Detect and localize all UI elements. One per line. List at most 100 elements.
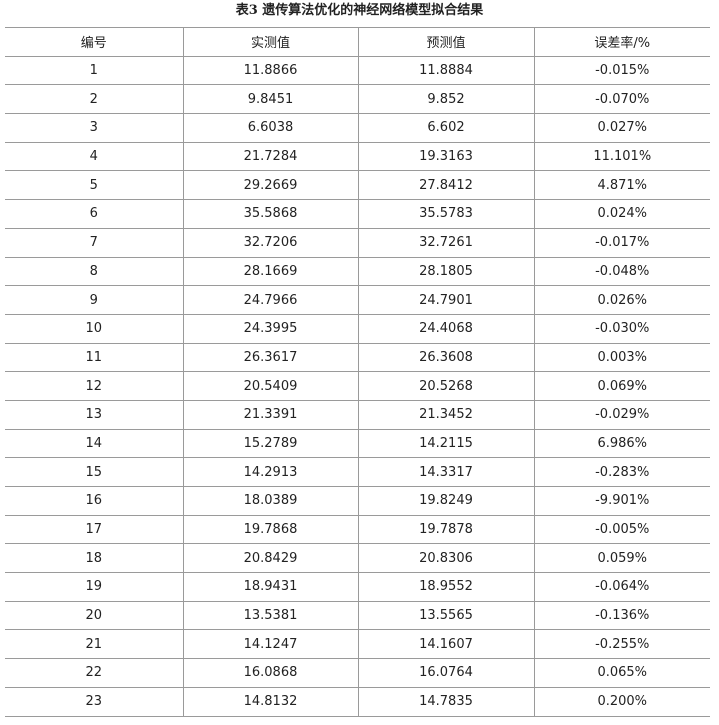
cell-id: 8: [5, 256, 183, 287]
column-header-predicted: 预测值: [357, 27, 534, 57]
cell-error-rate: -0.029%: [533, 399, 710, 430]
cell-predicted: 9.852: [357, 84, 534, 115]
cell-error-rate: -0.005%: [533, 514, 710, 545]
cell-id: 11: [5, 342, 183, 373]
cell-id: 3: [5, 113, 183, 143]
cell-predicted: 18.9552: [357, 572, 534, 602]
table-body: 1 11.8866 11.8884 -0.015% 2 9.8451 9.852 -0.070…: [5, 55, 710, 717]
cell-measured: 20.5409: [182, 371, 358, 401]
cell-error-rate: 0.024%: [533, 199, 710, 229]
table-row: 18 20.8429 20.8306 0.059%: [5, 543, 710, 574]
table-row: 14 15.2789 14.2115 6.986%: [5, 428, 710, 459]
cell-error-rate: 4.871%: [533, 170, 710, 201]
cell-id: 20: [5, 600, 183, 631]
table-row: 16 18.0389 19.8249 -9.901%: [5, 486, 710, 516]
cell-id: 15: [5, 457, 183, 487]
cell-id: 13: [5, 399, 183, 430]
cell-id: 9: [5, 285, 183, 315]
cell-measured: 11.8866: [182, 55, 358, 86]
cell-predicted: 28.1805: [357, 256, 534, 287]
table-row: 8 28.1669 28.1805 -0.048%: [5, 256, 710, 287]
cell-error-rate: -0.070%: [533, 84, 710, 115]
cell-measured: 21.3391: [182, 399, 358, 430]
cell-predicted: 19.7878: [357, 514, 534, 545]
table-row: 15 14.2913 14.3317 -0.283%: [5, 457, 710, 487]
cell-id: 10: [5, 313, 183, 344]
cell-measured: 6.6038: [182, 113, 358, 143]
cell-measured: 9.8451: [182, 84, 358, 115]
cell-error-rate: 6.986%: [533, 428, 710, 459]
cell-error-rate: -0.015%: [533, 55, 710, 86]
cell-error-rate: 0.027%: [533, 113, 710, 143]
cell-measured: 32.7206: [182, 227, 358, 258]
cell-predicted: 14.2115: [357, 428, 534, 459]
cell-id: 23: [5, 686, 183, 717]
cell-error-rate: -0.283%: [533, 457, 710, 487]
cell-measured: 15.2789: [182, 428, 358, 459]
cell-id: 5: [5, 170, 183, 201]
cell-predicted: 13.5565: [357, 600, 534, 631]
cell-error-rate: 0.026%: [533, 285, 710, 315]
cell-measured: 29.2669: [182, 170, 358, 201]
cell-predicted: 35.5783: [357, 199, 534, 229]
cell-predicted: 14.1607: [357, 629, 534, 660]
cell-id: 6: [5, 199, 183, 229]
cell-measured: 18.9431: [182, 572, 358, 602]
cell-error-rate: -0.048%: [533, 256, 710, 287]
cell-measured: 26.3617: [182, 342, 358, 373]
cell-measured: 24.7966: [182, 285, 358, 315]
table-row: 21 14.1247 14.1607 -0.255%: [5, 629, 710, 660]
table-row: 23 14.8132 14.7835 0.200%: [5, 686, 710, 717]
cell-measured: 14.1247: [182, 629, 358, 660]
cell-id: 17: [5, 514, 183, 545]
cell-error-rate: 0.200%: [533, 686, 710, 717]
cell-error-rate: -0.030%: [533, 313, 710, 344]
table-row: 2 9.8451 9.852 -0.070%: [5, 84, 710, 115]
cell-error-rate: 0.069%: [533, 371, 710, 401]
table-row: 9 24.7966 24.7901 0.026%: [5, 285, 710, 315]
cell-predicted: 24.7901: [357, 285, 534, 315]
table-row: 1 11.8866 11.8884 -0.015%: [5, 55, 710, 86]
cell-id: 18: [5, 543, 183, 574]
cell-measured: 16.0868: [182, 658, 358, 688]
cell-id: 7: [5, 227, 183, 258]
cell-predicted: 26.3608: [357, 342, 534, 373]
cell-measured: 18.0389: [182, 486, 358, 516]
table-row: 20 13.5381 13.5565 -0.136%: [5, 600, 710, 631]
table-row: 3 6.6038 6.602 0.027%: [5, 113, 710, 143]
cell-predicted: 6.602: [357, 113, 534, 143]
cell-error-rate: -0.017%: [533, 227, 710, 258]
table-title: 表3 遗传算法优化的神经网络模型拟合结果: [235, 3, 484, 18]
column-header-id: 编号: [5, 27, 183, 57]
cell-predicted: 11.8884: [357, 55, 534, 86]
cell-predicted: 20.8306: [357, 543, 534, 574]
table-row: 19 18.9431 18.9552 -0.064%: [5, 572, 710, 602]
cell-predicted: 19.8249: [357, 486, 534, 516]
cell-predicted: 32.7261: [357, 227, 534, 258]
cell-predicted: 24.4068: [357, 313, 534, 344]
cell-id: 22: [5, 658, 183, 688]
cell-id: 16: [5, 486, 183, 516]
cell-error-rate: 0.003%: [533, 342, 710, 373]
cell-error-rate: 0.059%: [533, 543, 710, 574]
cell-error-rate: -0.136%: [533, 600, 710, 631]
cell-measured: 24.3995: [182, 313, 358, 344]
cell-error-rate: -9.901%: [533, 486, 710, 516]
table-row: 13 21.3391 21.3452 -0.029%: [5, 399, 710, 430]
cell-id: 1: [5, 55, 183, 86]
cell-predicted: 16.0764: [357, 658, 534, 688]
cell-error-rate: -0.255%: [533, 629, 710, 660]
cell-predicted: 14.7835: [357, 686, 534, 717]
cell-measured: 35.5868: [182, 199, 358, 229]
cell-measured: 14.8132: [182, 686, 358, 717]
table-row: 17 19.7868 19.7878 -0.005%: [5, 514, 710, 545]
table-row: 12 20.5409 20.5268 0.069%: [5, 371, 710, 401]
cell-error-rate: 11.101%: [533, 141, 710, 172]
cell-id: 19: [5, 572, 183, 602]
table-row: 11 26.3617 26.3608 0.003%: [5, 342, 710, 373]
cell-predicted: 19.3163: [357, 141, 534, 172]
table-row: 5 29.2669 27.8412 4.871%: [5, 170, 710, 201]
cell-id: 2: [5, 84, 183, 115]
cell-measured: 28.1669: [182, 256, 358, 287]
cell-measured: 13.5381: [182, 600, 358, 631]
